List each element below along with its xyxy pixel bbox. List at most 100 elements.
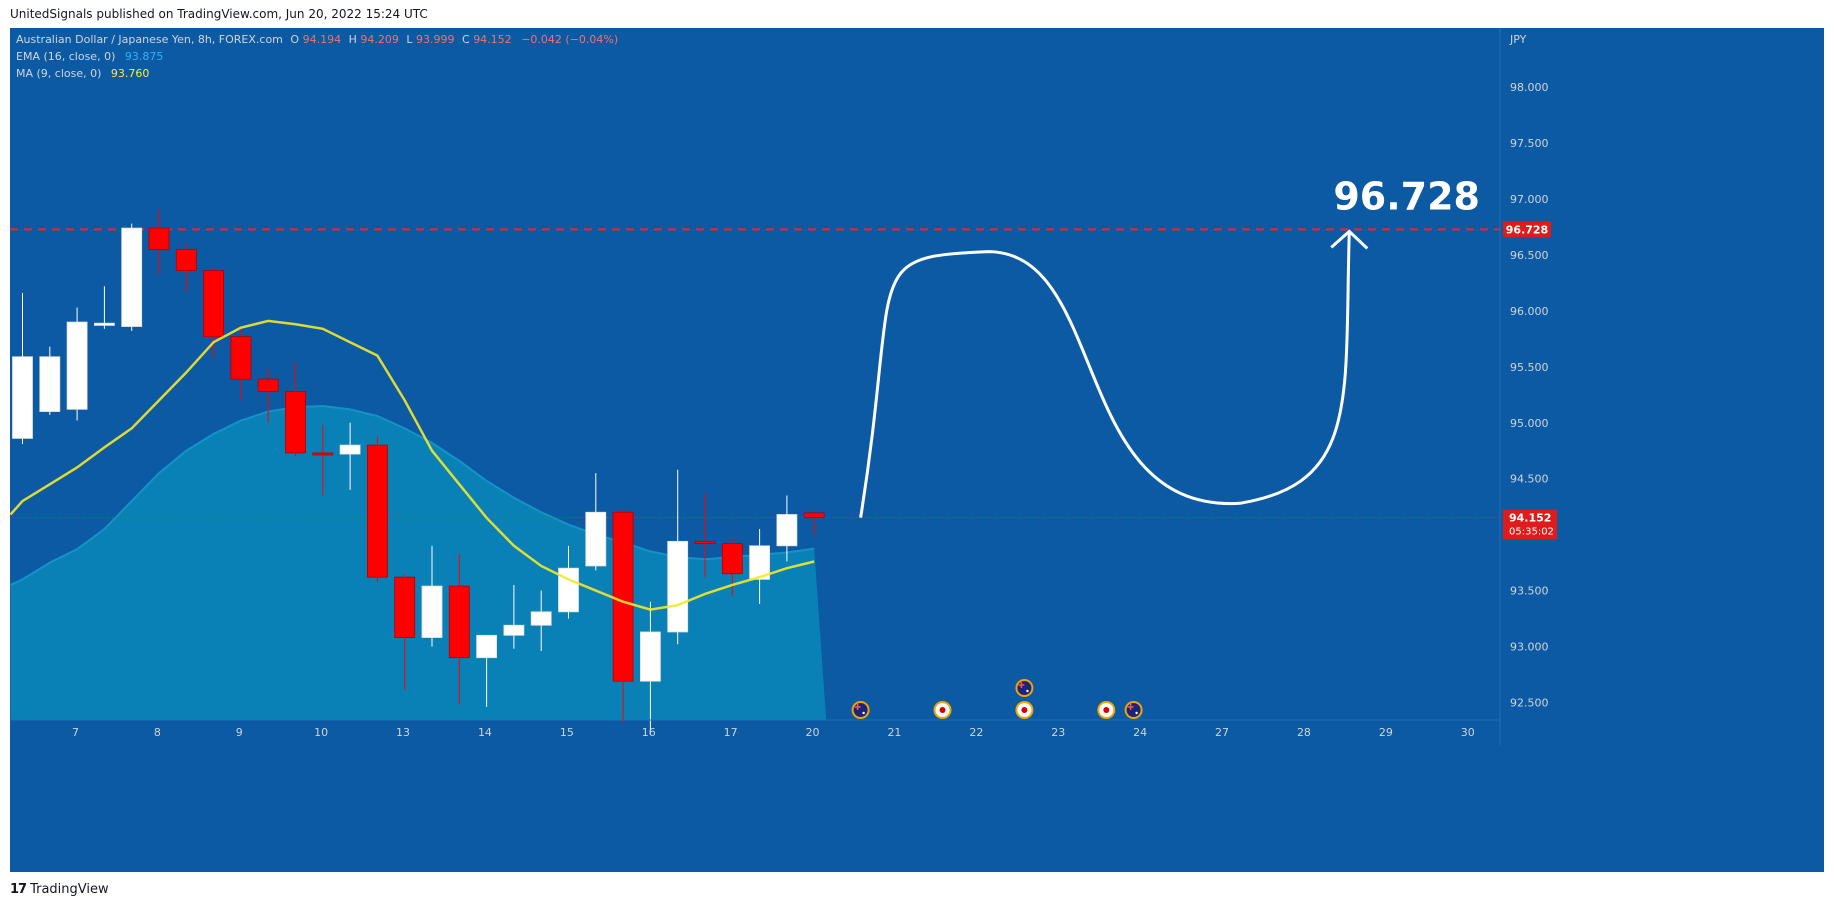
legend-ema-line: EMA (16, close, 0) 93.875	[16, 50, 163, 63]
flag-star	[1135, 711, 1138, 715]
candle	[421, 545, 443, 647]
candle	[285, 362, 306, 457]
flag-sun	[1021, 707, 1028, 713]
legend-high-value: 94.209	[360, 33, 399, 46]
time-tick-label: 9	[236, 726, 243, 739]
legend-ma-line: MA (9, close, 0) 93.760	[16, 67, 149, 80]
candle	[503, 584, 525, 649]
candle	[94, 286, 115, 329]
candle-body	[12, 356, 33, 439]
candlestick-chart[interactable]: 96.728 JPY 98.000 97.500 97.000 96.500 96.00…	[9, 28, 1824, 872]
candle	[803, 511, 825, 535]
candle	[558, 545, 579, 619]
candles-group	[12, 209, 825, 735]
legend-ema-value: 93.875	[125, 50, 164, 63]
legend-close-value: 94.152	[473, 33, 512, 46]
price-tick-label: 95.500	[1510, 361, 1549, 374]
candle-body	[749, 545, 770, 580]
australia-flag-icon	[1015, 679, 1034, 697]
projection-arrowhead	[1330, 229, 1369, 250]
candle-body	[667, 540, 689, 633]
candle-body	[66, 321, 88, 410]
price-tick-label: 94.500	[1510, 473, 1549, 486]
candle-body	[476, 634, 498, 659]
brand-name[interactable]: TradingView	[30, 882, 109, 897]
candle-body	[148, 227, 170, 250]
flag-field	[1126, 703, 1141, 717]
economic-events	[851, 679, 1143, 719]
candle-body	[366, 444, 388, 578]
price-tick-label: 95.000	[1510, 417, 1549, 430]
candle	[530, 590, 552, 651]
candle-body	[612, 511, 634, 682]
candle	[312, 424, 334, 496]
price-tick-label: 93.500	[1510, 585, 1549, 598]
legend-low-value: 93.999	[416, 33, 455, 46]
candle	[640, 601, 661, 735]
candle	[121, 223, 143, 332]
ma-line	[9, 319, 815, 611]
candle-body	[776, 514, 798, 547]
flag-field	[1017, 681, 1032, 695]
candle	[339, 422, 361, 490]
currency-label: JPY	[1509, 33, 1527, 46]
candle-body	[394, 576, 416, 638]
time-tick-label: 10	[314, 726, 328, 739]
candle-body	[257, 378, 279, 392]
time-tick-label: 20	[806, 726, 820, 739]
time-scale[interactable]: 7 8 9 10 13 14 15 16 17 20 21 22 23 24 27 28 29 30	[72, 726, 1475, 739]
legend-symbol-line: Australian Dollar / Japanese Yen, 8h, FO…	[16, 33, 618, 46]
candle	[366, 436, 388, 582]
candle	[448, 553, 470, 705]
time-tick-label: 21	[887, 726, 901, 739]
price-tick-label: 97.500	[1510, 137, 1549, 150]
candle-body	[530, 611, 552, 626]
tradingview-logo-icon[interactable]: 17	[10, 882, 27, 897]
publish-info: UnitedSignals published on TradingView.c…	[10, 7, 428, 21]
publish-header: UnitedSignals published on TradingView.c…	[0, 0, 1834, 28]
bar-countdown: 05:35:02	[1509, 527, 1554, 538]
candle-body	[121, 227, 143, 327]
candle-body	[285, 391, 306, 454]
candle	[585, 473, 607, 571]
time-tick-label: 14	[478, 726, 492, 739]
time-tick-label: 17	[724, 726, 738, 739]
legend-change: −0.042 (−0.04%)	[521, 33, 618, 46]
candle	[776, 495, 798, 562]
candle-body	[203, 270, 225, 338]
legend-open-key: O	[290, 33, 299, 46]
candle-body	[585, 511, 607, 567]
flag-sun	[1103, 707, 1110, 713]
price-tick-label: 96.500	[1510, 249, 1549, 262]
time-tick-label: 28	[1297, 726, 1311, 739]
candle-body	[94, 322, 115, 326]
flag-union	[854, 704, 861, 710]
australia-flag-icon	[851, 701, 870, 719]
australia-flag-icon	[1124, 701, 1143, 719]
projection-curve	[859, 231, 1351, 518]
candle	[476, 634, 498, 707]
candle-body	[721, 543, 743, 575]
candle	[694, 493, 716, 578]
time-tick-label: 13	[396, 726, 410, 739]
time-tick-label: 27	[1215, 726, 1229, 739]
candle-body	[640, 631, 661, 682]
japan-flag-icon	[1097, 701, 1116, 719]
flag-star	[1026, 689, 1029, 693]
candle	[175, 242, 197, 292]
flag-field	[853, 703, 868, 717]
candle-body	[558, 567, 579, 613]
candle-body	[694, 540, 716, 544]
candle	[66, 307, 88, 421]
candle-body	[175, 248, 197, 272]
price-scale[interactable]: JPY	[1509, 33, 1527, 46]
price-tick-label: 96.000	[1510, 305, 1549, 318]
price-tick-label: 98.000	[1510, 81, 1549, 94]
candle-body	[230, 336, 252, 380]
target-price-tag: 96.728	[1503, 221, 1551, 238]
candle-body	[803, 512, 825, 519]
candle-body	[503, 624, 525, 636]
flag-union	[1018, 682, 1025, 688]
flag-star	[862, 711, 865, 715]
chart-frame[interactable]: 96.728 JPY 98.000 97.500 97.000 96.500 96.00…	[9, 28, 1824, 872]
